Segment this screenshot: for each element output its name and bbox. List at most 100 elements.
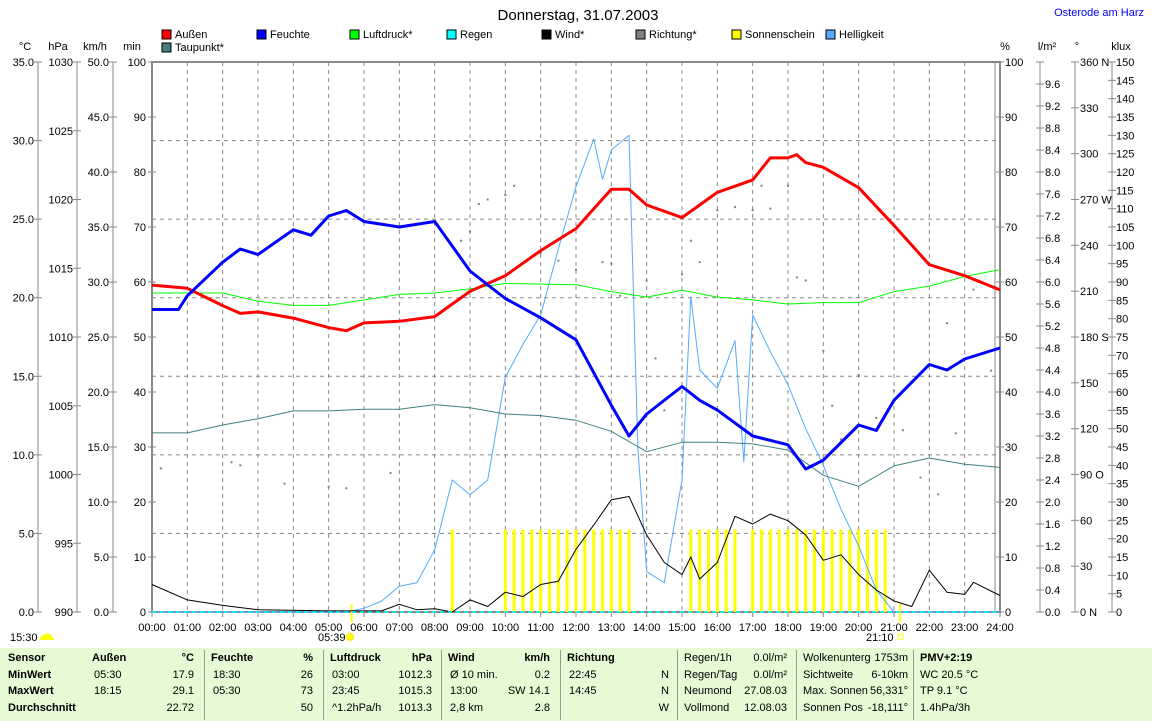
direction-point xyxy=(954,432,957,435)
dir-tick-label: 30 xyxy=(1080,561,1092,573)
cell-value: N xyxy=(661,685,669,697)
sunshine-bar xyxy=(574,529,578,612)
series-luftdruck-line xyxy=(152,269,1001,306)
direction-point xyxy=(689,239,692,242)
col-unit: °C xyxy=(181,652,194,664)
hum-tick-label: 10 xyxy=(1005,552,1017,564)
lux-tick-label: 45 xyxy=(1116,442,1128,454)
rain-tick-label: 6.4 xyxy=(1045,255,1060,267)
lux-tick-label: 140 xyxy=(1116,94,1134,106)
sunshine-bar xyxy=(751,529,755,612)
direction-point xyxy=(663,409,666,412)
x-tick-label: 05:00 xyxy=(315,622,343,634)
hum-tick-label: 60 xyxy=(1005,277,1017,289)
plot-marks xyxy=(151,134,1001,622)
lux-tick-label: 35 xyxy=(1116,479,1128,491)
direction-point xyxy=(575,268,577,271)
lux-tick-label: 50 xyxy=(1116,424,1128,436)
x-tick-label: 17:00 xyxy=(739,622,767,634)
lux-tick-label: 150 xyxy=(1116,57,1134,69)
dir-tick-label: 180 S xyxy=(1080,332,1109,344)
col-header: Wind km/h xyxy=(442,650,554,667)
direction-point xyxy=(159,467,162,470)
x-tick-label: 15:00 xyxy=(668,622,696,634)
sunshine-bar xyxy=(512,529,516,612)
x-tick-label: 21:00 xyxy=(880,622,908,634)
temp-tick-label: 5.0 xyxy=(19,528,34,540)
direction-point xyxy=(460,239,463,242)
x-tick-label: 13:00 xyxy=(598,622,626,634)
sunmin-tick-label: 30 xyxy=(134,442,146,454)
rain-tick-label: 8.4 xyxy=(1045,145,1060,157)
legend-swatch xyxy=(446,29,457,40)
sunshine-bar xyxy=(565,529,569,612)
wind-tick-label: 10.0 xyxy=(88,497,109,509)
sunshine-bar xyxy=(839,529,843,612)
lux-tick-label: 10 xyxy=(1116,570,1128,582)
temp-axis-unit: °C xyxy=(19,41,31,53)
sunshine-bar xyxy=(821,529,825,612)
cell-value: 0.2 xyxy=(534,668,550,681)
press-tick-label: 1005 xyxy=(49,401,73,413)
lux-tick-label: 60 xyxy=(1116,387,1128,399)
x-tick-label: 19:00 xyxy=(810,622,838,634)
sunmin-tick-label: 80 xyxy=(134,167,146,179)
direction-point xyxy=(760,184,763,187)
rain-tick-label: 0.4 xyxy=(1045,585,1060,597)
dir-tick-label: 150 xyxy=(1080,378,1098,390)
wind-tick-label: 0.0 xyxy=(94,607,109,619)
wind-tick-label: 5.0 xyxy=(94,552,109,564)
dir-tick-label: 0 N xyxy=(1080,607,1097,619)
wind-tick-label: 30.0 xyxy=(88,277,109,289)
sunshine-bar xyxy=(848,529,852,612)
wind-tick-label: 40.0 xyxy=(88,167,109,179)
direction-point xyxy=(557,259,560,262)
rain-tick-label: 9.6 xyxy=(1045,79,1060,91)
cell-label: Sichtweite xyxy=(803,668,854,681)
rain-tick-label: 3.6 xyxy=(1045,409,1060,421)
temp-tick-label: 30.0 xyxy=(13,136,34,148)
temp-tick-label: 35.0 xyxy=(13,57,34,69)
direction-point xyxy=(875,416,878,419)
lux-tick-label: 110 xyxy=(1116,204,1134,216)
table-row: W xyxy=(561,700,673,717)
legend-label: Regen xyxy=(460,29,492,41)
table-row: Vollmond 12.08.03 xyxy=(678,700,791,717)
sun-event-tick xyxy=(350,604,353,622)
hum-tick-label: 80 xyxy=(1005,167,1017,179)
sunshine-bar xyxy=(592,529,596,612)
cell-value: 12.08.03 xyxy=(744,701,787,714)
lux-tick-label: 130 xyxy=(1116,130,1134,142)
sunshine-bar xyxy=(698,529,702,612)
cell-value: 0.0l/m² xyxy=(753,668,787,681)
sunmin-axis-unit: min xyxy=(123,41,141,53)
cell-value: 1753m xyxy=(874,652,908,664)
direction-point xyxy=(769,207,772,210)
cell-value: 2.8 xyxy=(534,701,550,714)
temp-tick-label: 10.0 xyxy=(13,450,34,462)
dir-tick-label: 90 O xyxy=(1080,470,1104,482)
location-link[interactable]: Osterode am Harz xyxy=(1054,7,1144,19)
col-pmv: PMV+2:19 WC 20.5 °C TP 9.1 °C 1.4hPa/3h xyxy=(913,650,1152,720)
wind-tick-label: 45.0 xyxy=(88,112,109,124)
dir-tick-label: 360 N xyxy=(1080,57,1109,69)
direction-point xyxy=(389,471,392,474)
wind-tick-label: 15.0 xyxy=(88,442,109,454)
wind-tick-label: 25.0 xyxy=(88,332,109,344)
sunmin-tick-label: 70 xyxy=(134,222,146,234)
series-helligkeit-line xyxy=(152,134,1000,613)
direction-point xyxy=(327,485,330,488)
sunmin-tick-label: 20 xyxy=(134,497,146,509)
table-row: Ø 10 min. 0.2 xyxy=(442,667,554,684)
moon-time: 15:30 xyxy=(10,632,38,644)
temp-tick-label: 0.0 xyxy=(19,607,34,619)
lux-tick-label: 120 xyxy=(1116,167,1134,179)
cell-time: 18:30 xyxy=(213,668,241,681)
lux-tick-label: 85 xyxy=(1116,295,1128,307)
lux-tick-label: 80 xyxy=(1116,314,1128,326)
lux-tick-label: 40 xyxy=(1116,460,1128,472)
legend-swatch xyxy=(541,29,552,40)
direction-point xyxy=(946,322,948,325)
table-row: Wolkenunterg 1753m xyxy=(797,650,912,667)
col-wind: Wind km/h Ø 10 min. 0.2 13:00 SW 14.1 2,8 km 2.… xyxy=(441,650,554,720)
